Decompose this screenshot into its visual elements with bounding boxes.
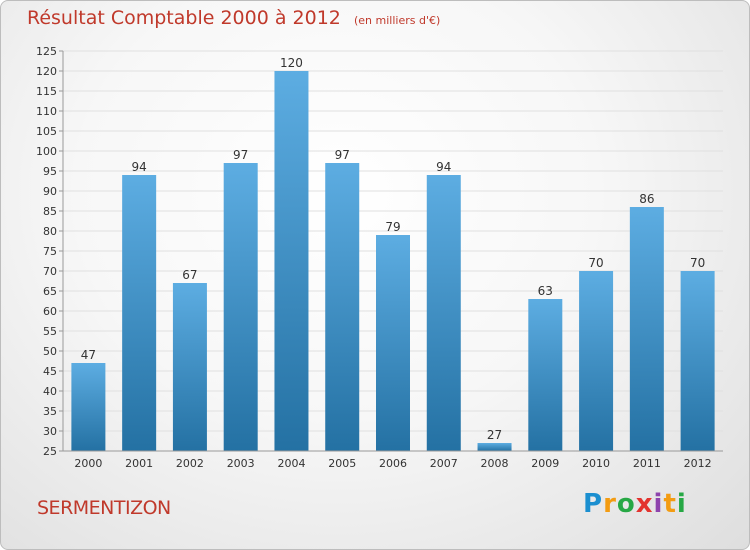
x-axis: 2000 2001 2002 2003 2004 2005 2006 2007 2008 2009… [63, 450, 723, 470]
data-labels: 47 94 67 97 120 97 79 94 27 63 70 86 70 [81, 56, 706, 442]
bar-2004 [274, 71, 309, 451]
x-tick-label: 2012 [684, 457, 712, 470]
logo-letter: r [603, 489, 617, 519]
data-label-2008: 27 [487, 428, 502, 442]
x-tick-label: 2001 [125, 457, 153, 470]
x-tick-label: 2005 [328, 457, 356, 470]
data-label-2005: 97 [335, 148, 350, 162]
y-tick-label: 30 [43, 425, 57, 438]
x-tick-label: 2003 [227, 457, 255, 470]
bar-2010 [579, 271, 614, 451]
logo-letter: i [653, 489, 664, 519]
y-tick-label: 40 [43, 385, 57, 398]
bar-2000 [71, 363, 106, 451]
commune-name: SERMENTIZON [37, 497, 171, 519]
bar-2005 [325, 163, 360, 451]
y-tick-label: 35 [43, 405, 57, 418]
x-tick-label: 2004 [277, 457, 305, 470]
data-label-2009: 63 [538, 284, 553, 298]
y-tick-label: 65 [43, 285, 57, 298]
bar-2009 [528, 299, 563, 451]
bar-2002 [172, 283, 207, 451]
y-tick-label: 25 [43, 445, 57, 458]
y-tick-label: 60 [43, 305, 57, 318]
data-label-2011: 86 [639, 192, 654, 206]
y-tick-label: 80 [43, 225, 57, 238]
y-tick-label: 70 [43, 265, 57, 278]
bar-2008 [477, 443, 512, 451]
logo-letter: o [616, 489, 636, 519]
title-block: Résultat Comptable 2000 à 2012 (en milli… [27, 7, 440, 29]
data-label-2012: 70 [690, 256, 705, 270]
data-label-2003: 97 [233, 148, 248, 162]
data-label-2004: 120 [280, 56, 303, 70]
y-tick-label: 120 [36, 65, 57, 78]
x-tick-label: 2002 [176, 457, 204, 470]
data-label-2007: 94 [436, 160, 451, 174]
data-label-2002: 67 [182, 268, 197, 282]
logo-letter: x [635, 489, 654, 519]
data-label-2006: 79 [385, 220, 400, 234]
x-tick-label: 2010 [582, 457, 610, 470]
bar-2003 [223, 163, 258, 451]
y-tick-label: 85 [43, 205, 57, 218]
y-tick-label: 95 [43, 165, 57, 178]
y-tick-label: 115 [36, 85, 57, 98]
y-axis: 25 30 35 40 45 50 55 60 65 70 75 80 85 90 95 100 105 110 1… [36, 45, 64, 458]
bar-2006 [376, 235, 410, 451]
y-tick-label: 105 [36, 125, 57, 138]
x-tick-label: 2000 [74, 457, 102, 470]
logo-letter: i [676, 489, 687, 519]
logo-letter: P [583, 489, 604, 519]
bars [71, 71, 715, 451]
data-label-2000: 47 [81, 348, 96, 362]
bar-2007 [426, 175, 461, 451]
y-tick-label: 125 [36, 45, 57, 58]
y-tick-label: 75 [43, 245, 57, 258]
x-tick-label: 2007 [430, 457, 458, 470]
y-tick-label: 45 [43, 365, 57, 378]
chart-title: Résultat Comptable 2000 à 2012 [27, 7, 341, 29]
data-label-2001: 94 [132, 160, 147, 174]
bar-2011 [629, 207, 664, 451]
x-tick-label: 2008 [481, 457, 509, 470]
bar-2001 [122, 175, 157, 451]
y-tick-label: 90 [43, 185, 57, 198]
y-tick-label: 110 [36, 105, 57, 118]
x-tick-label: 2009 [531, 457, 559, 470]
y-tick-label: 100 [36, 145, 57, 158]
y-tick-label: 50 [43, 345, 57, 358]
y-tick-label: 55 [43, 325, 57, 338]
logo-letter: t [663, 489, 677, 519]
x-tick-label: 2011 [633, 457, 661, 470]
data-label-2010: 70 [588, 256, 603, 270]
chart-subtitle: (en milliers d'€) [353, 14, 441, 27]
proxiti-logo: Proxiti [583, 489, 687, 519]
x-tick-label: 2006 [379, 457, 407, 470]
bar-2012 [680, 271, 715, 451]
